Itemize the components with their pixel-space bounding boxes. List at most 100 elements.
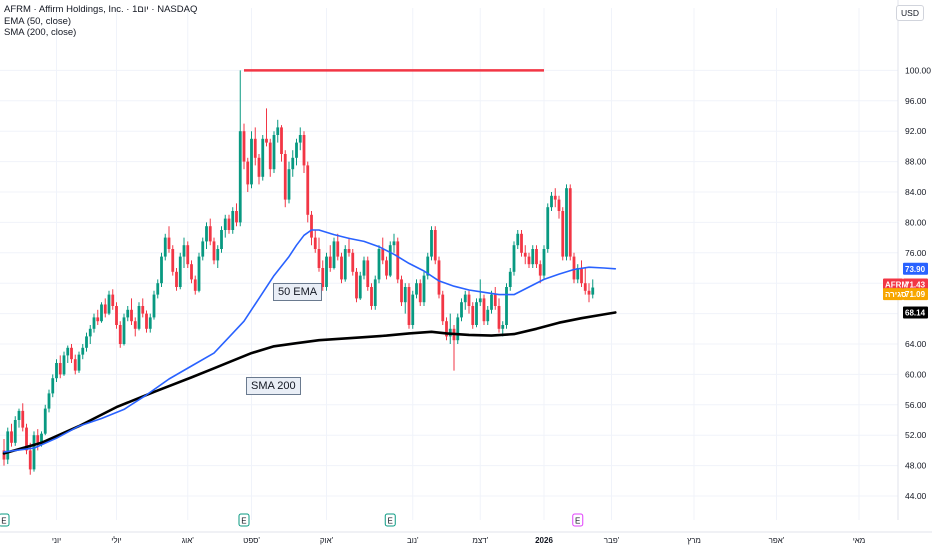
candle-body <box>130 309 133 322</box>
sma-annotation[interactable]: SMA 200 <box>246 377 301 395</box>
candle-body <box>366 260 370 287</box>
candle-body <box>178 256 182 287</box>
last-price-tag-box <box>903 278 928 291</box>
candle-body <box>325 256 328 287</box>
time-axis[interactable]: יוני יולי אוג' ספט' אוק' נוב' דצמ' 2026 פבר' מרץ א… <box>52 536 865 545</box>
candle-body <box>583 283 587 291</box>
earnings-marker-label: E <box>1 517 6 526</box>
candle-body <box>497 306 501 329</box>
candle-body <box>212 241 216 261</box>
candle-body <box>508 271 512 287</box>
candle-body <box>253 138 257 158</box>
candle-body <box>373 279 377 306</box>
time-tick-label: אוג' <box>182 536 194 545</box>
candle-body <box>463 294 467 303</box>
candle-body <box>426 256 430 276</box>
price-tick-label: 100.00 <box>905 65 931 75</box>
ema50-line <box>3 229 617 453</box>
candle-body <box>572 256 576 280</box>
candle-body <box>133 321 137 329</box>
candle-body <box>100 304 103 322</box>
candle-body <box>542 249 546 276</box>
candle-body <box>126 309 130 318</box>
candle-body <box>407 287 411 325</box>
sma-price-tag-box <box>903 306 928 319</box>
ema50-path <box>3 229 617 453</box>
candle-body <box>77 354 81 371</box>
candle-body <box>415 283 418 295</box>
candle-body <box>208 226 212 242</box>
price-tick-label: 56.00 <box>905 400 927 410</box>
candle-body <box>231 211 235 230</box>
candle-body <box>298 135 302 143</box>
currency-button[interactable]: USD <box>896 5 924 21</box>
candle-body <box>291 157 295 170</box>
candle-body <box>223 218 227 230</box>
candle-body <box>516 233 520 246</box>
candle-body <box>115 306 118 325</box>
candle-body <box>501 325 505 329</box>
candle-body <box>148 317 152 329</box>
candle-body <box>512 245 516 272</box>
candle-body <box>118 325 122 344</box>
earnings-marker <box>0 513 10 527</box>
candle-body <box>411 294 415 325</box>
candle-body <box>523 252 527 257</box>
last-price-tag-label-box <box>883 278 903 291</box>
candle-body <box>422 275 426 303</box>
candle-body <box>17 410 21 420</box>
price-tick-label: 80.00 <box>905 217 927 227</box>
candle-body <box>493 294 497 306</box>
candle-body <box>163 237 167 257</box>
ema-indicator-label[interactable]: EMA (50, close) <box>4 15 72 27</box>
candle-body <box>111 294 115 306</box>
candle-body <box>265 138 268 143</box>
candle-body <box>55 363 58 379</box>
candle-body <box>21 410 25 428</box>
candle-body <box>486 309 490 322</box>
price-tick-label: 88.00 <box>905 157 927 167</box>
candle-body <box>25 427 28 451</box>
prev-close-tag-label: סגירה <box>885 290 907 299</box>
candle-body <box>430 230 433 257</box>
candle-body <box>343 249 347 280</box>
candle-body <box>40 433 43 443</box>
candle-body <box>235 211 238 223</box>
time-tick-label: דצמ' <box>472 536 488 545</box>
candle-body <box>287 169 291 200</box>
ema-annotation[interactable]: 50 EMA <box>273 283 323 301</box>
earnings-marker <box>384 513 396 527</box>
candle-body <box>377 249 381 280</box>
sma-indicator-label[interactable]: SMA (200, close) <box>4 27 77 38</box>
candle-body <box>62 355 66 375</box>
candle-body <box>340 256 343 280</box>
last-price-tag-label: AFRM <box>885 281 908 290</box>
candle-body <box>197 256 201 291</box>
candle-body <box>81 347 85 355</box>
sma-price-tag: 68.14 <box>905 309 926 318</box>
symbol-title[interactable]: AFRM · Affirm Holdings, Inc. · 1יום · NA… <box>4 4 198 15</box>
candle-body <box>471 306 475 325</box>
candle-body <box>580 268 583 284</box>
candle-body <box>268 142 272 170</box>
candle-body <box>535 249 538 265</box>
time-tick-label: נוב' <box>407 536 419 545</box>
candle-body <box>190 264 193 280</box>
candle-body <box>310 214 313 238</box>
time-tick-label: 2026 <box>535 536 553 545</box>
candle-body <box>321 268 325 287</box>
candle-body <box>478 298 482 303</box>
candle-body <box>587 290 591 295</box>
candle-body <box>186 245 190 265</box>
candle-body <box>175 271 178 287</box>
candle-body <box>388 245 392 276</box>
price-tick-label: 60.00 <box>905 369 927 379</box>
prev-close-tag-box <box>903 288 928 301</box>
price-tick-label: 64.00 <box>905 339 927 349</box>
candle-body <box>280 127 283 154</box>
candle-body <box>205 226 208 242</box>
candle-body <box>527 256 531 265</box>
candle-body <box>538 264 542 276</box>
